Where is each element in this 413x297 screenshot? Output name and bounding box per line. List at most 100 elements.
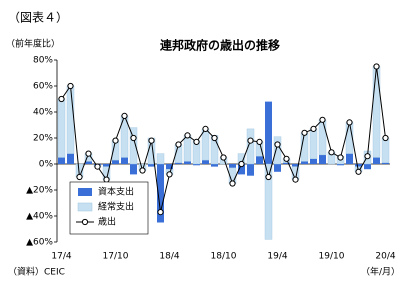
y-tick-label: ▲20% <box>26 186 53 196</box>
bar <box>273 136 282 165</box>
bar <box>148 164 155 167</box>
y-tick-label: 20% <box>33 134 53 144</box>
bar <box>103 164 110 167</box>
y-tick-label: 80% <box>33 56 53 66</box>
line-marker <box>121 112 128 120</box>
bar <box>156 153 165 165</box>
bar <box>193 164 200 166</box>
bar <box>183 135 192 162</box>
line-marker <box>193 138 200 145</box>
line-marker <box>76 173 83 181</box>
line-marker <box>130 134 137 142</box>
line-marker <box>103 176 110 183</box>
x-tick-label: 18/10 <box>211 252 237 262</box>
bar <box>175 162 182 164</box>
line-marker <box>112 137 119 144</box>
chart-title: 連邦政府の歳出の推移 <box>160 38 280 53</box>
y-tick-label: 60% <box>33 82 53 92</box>
bar <box>121 157 128 164</box>
bar <box>211 164 218 167</box>
line-marker <box>67 82 74 90</box>
unit-label: （前年度比） <box>6 38 60 50</box>
bar <box>166 164 173 170</box>
bar <box>238 164 245 175</box>
line-marker <box>220 154 227 161</box>
bar <box>310 158 317 164</box>
x-unit: （年/月） <box>361 266 400 278</box>
bar <box>355 164 362 167</box>
line-marker <box>157 209 164 216</box>
legend-label: 歳出 <box>98 216 116 228</box>
line-marker <box>310 125 317 132</box>
bar <box>256 156 263 164</box>
bar <box>301 161 308 164</box>
bar <box>274 164 281 172</box>
bar <box>382 162 389 164</box>
y-tick-label: ▲40% <box>26 212 53 222</box>
line-marker <box>319 116 326 123</box>
line-marker <box>373 63 380 70</box>
bar <box>309 128 318 159</box>
bar <box>283 162 290 164</box>
line-marker <box>94 163 101 170</box>
line-marker <box>139 167 146 174</box>
figure-label: （図表４） <box>8 11 68 25</box>
bar <box>157 164 164 223</box>
line-marker <box>292 176 299 183</box>
bar <box>129 127 138 165</box>
bar <box>112 160 119 164</box>
line-marker <box>382 134 389 142</box>
source: （資料）CEIC <box>8 266 65 278</box>
bar <box>229 164 236 168</box>
bar <box>130 164 137 175</box>
line-marker <box>238 160 245 168</box>
bar <box>337 164 344 166</box>
line-marker <box>247 137 254 144</box>
bar <box>346 153 353 164</box>
bar <box>373 157 380 164</box>
bar <box>265 101 272 164</box>
bar <box>202 160 209 164</box>
bar <box>201 128 210 161</box>
bar <box>364 164 371 170</box>
legend-label: 経常支出 <box>98 201 134 213</box>
line-marker <box>274 141 281 148</box>
legend-marker <box>81 218 89 226</box>
y-tick-label: 40% <box>33 108 53 118</box>
line-marker <box>328 149 335 156</box>
bar <box>381 137 390 163</box>
bar <box>184 161 191 164</box>
line-marker <box>337 154 344 161</box>
bar <box>85 161 92 164</box>
line-marker <box>58 95 65 103</box>
bar <box>67 153 74 164</box>
legend-label: 資本支出 <box>98 186 134 198</box>
bar <box>246 128 255 165</box>
line-marker <box>364 153 371 160</box>
x-tick-label: 20/4 <box>375 252 395 262</box>
bar <box>57 98 66 158</box>
line-marker <box>211 134 218 142</box>
x-tick-label: 17/4 <box>51 252 71 262</box>
line-marker <box>346 119 353 126</box>
line-marker <box>202 125 209 132</box>
bar <box>318 119 327 156</box>
legend-swatch <box>78 188 92 196</box>
x-tick-label: 19/4 <box>267 252 287 262</box>
line-marker <box>85 150 92 157</box>
legend-swatch <box>77 202 93 212</box>
bar <box>319 154 326 164</box>
bar <box>247 164 254 176</box>
line-marker <box>229 180 236 187</box>
bar <box>66 85 75 154</box>
bar <box>372 66 381 158</box>
x-tick-label: 17/10 <box>103 252 129 262</box>
line-marker <box>148 137 155 144</box>
x-tick-label: 18/4 <box>159 252 179 262</box>
y-tick-label: ▲60% <box>26 238 53 248</box>
line-marker <box>283 155 290 162</box>
y-tick-label: 0% <box>39 160 54 170</box>
line-marker <box>301 129 308 136</box>
line-marker <box>166 171 173 178</box>
